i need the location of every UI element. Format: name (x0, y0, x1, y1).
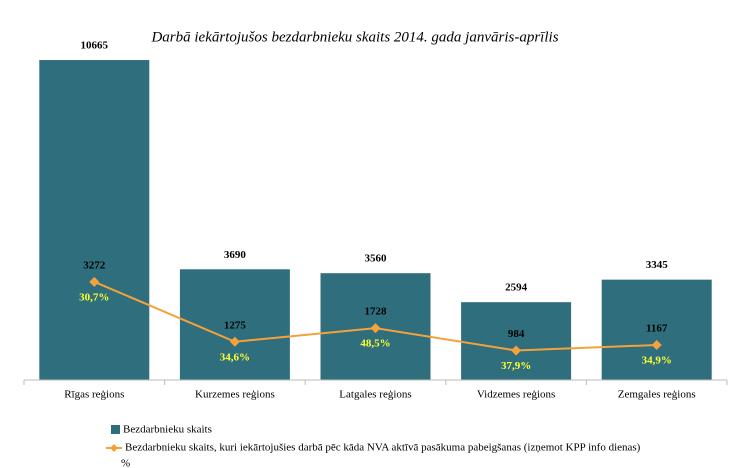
x-tick-label: Latgales reģions (339, 389, 411, 401)
x-tick-label: Rīgas reģions (64, 389, 124, 401)
bar (601, 279, 712, 380)
legend-label: Bezdarbnieku skaits (123, 424, 212, 436)
line-marker (89, 276, 100, 287)
percent-label: 37,9% (501, 360, 531, 372)
line-marker (651, 339, 662, 350)
line-value-label: 1275 (224, 319, 247, 331)
x-tick-label: Zemgales reģions (618, 389, 696, 401)
bar-value-label: 3345 (646, 259, 669, 271)
line-value-label: 3272 (83, 259, 106, 271)
line-marker (229, 336, 240, 347)
line-marker (370, 323, 381, 334)
legend-label: Bezdarbnieku skaits, kuri iekārtojušies … (125, 442, 641, 454)
legend-label: % (121, 458, 130, 468)
line-value-label: 984 (508, 328, 525, 340)
legend-marker (110, 444, 118, 452)
bar-value-label: 2594 (505, 282, 528, 294)
x-tick-label: Vidzemes reģions (477, 389, 555, 401)
percent-label: 34,6% (220, 351, 250, 363)
line-value-label: 1167 (646, 323, 668, 335)
percent-label: 34,9% (642, 355, 672, 367)
bar-value-label: 3690 (224, 249, 247, 261)
bar-value-label: 10665 (81, 40, 109, 52)
bar (39, 60, 150, 381)
legend-swatch (111, 425, 120, 434)
percent-label: 48,5% (360, 338, 390, 350)
bar (461, 302, 572, 380)
percent-label: 30,7% (79, 291, 109, 303)
x-tick-label: Kurzemes reģions (195, 389, 275, 401)
line-marker (511, 345, 522, 356)
bar-value-label: 3560 (365, 253, 388, 265)
bar (179, 269, 290, 380)
chart-title: Darbā iekārtojušos bezdarbnieku skaits 2… (150, 29, 558, 45)
line-value-label: 1728 (365, 306, 388, 318)
